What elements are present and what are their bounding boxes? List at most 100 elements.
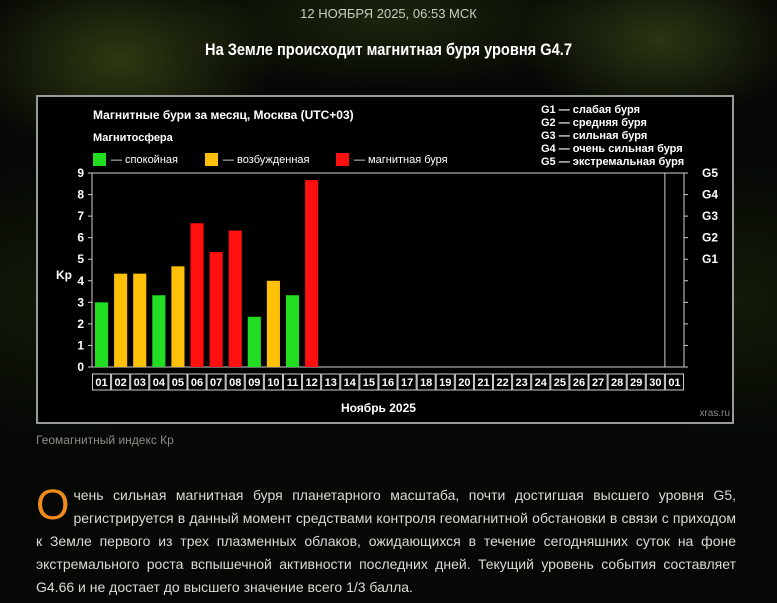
x-axis-label: Ноябрь 2025: [341, 401, 416, 415]
kp-bar: [133, 273, 147, 367]
chart-watermark: xras.ru: [699, 408, 730, 419]
plot-frame: [91, 172, 685, 368]
y-tick-label: 7: [77, 209, 84, 223]
x-tick-box: [92, 373, 112, 391]
legend-label: — спокойная: [111, 154, 178, 166]
x-tick-box: [435, 373, 455, 391]
x-tick-label: 29: [630, 377, 642, 389]
x-tick-label: 25: [554, 377, 566, 389]
y-tick-label: 8: [77, 188, 84, 202]
g-axis-label: G4: [702, 188, 718, 202]
y-tick-label: 9: [77, 166, 84, 180]
x-tick-box: [168, 373, 188, 391]
x-tick-box: [473, 373, 494, 391]
x-tick-label: 05: [172, 377, 184, 389]
kp-bar: [247, 316, 261, 367]
x-tick-box: [149, 373, 169, 391]
x-tick-label: 09: [248, 377, 260, 389]
legend-swatch: [93, 153, 106, 166]
x-tick-box: [111, 373, 131, 391]
publication-date: 12 НОЯБРЯ 2025, 06:53 МСК: [300, 6, 477, 21]
storm-level-label: G5 — экстремальная буря: [541, 156, 684, 168]
x-tick-box: [340, 373, 360, 391]
x-tick-label: 18: [420, 377, 432, 389]
x-tick-label: 24: [535, 377, 548, 389]
x-tick-box: [512, 373, 532, 391]
x-tick-label: 23: [516, 377, 528, 389]
x-tick-label: 03: [134, 377, 146, 389]
x-tick-label: 01: [668, 377, 680, 389]
y-tick-label: 0: [77, 360, 84, 374]
x-tick-label: 26: [573, 377, 585, 389]
x-tick-box: [493, 373, 513, 391]
x-tick-box: [416, 373, 436, 391]
kp-bar: [209, 252, 223, 367]
kp-bar: [152, 295, 166, 367]
storm-level-label: G1 — слабая буря: [541, 104, 640, 116]
x-tick-label: 02: [115, 377, 127, 389]
x-tick-box: [263, 373, 283, 391]
article-text: чень сильная магнитная буря планетарного…: [36, 487, 736, 595]
storm-level-label: G4 — очень сильная буря: [541, 143, 683, 155]
x-tick-label: 12: [305, 377, 317, 389]
kp-chart: Магнитные бури за месяц, Москва (UTC+03)…: [36, 95, 734, 424]
x-tick-label: 30: [649, 377, 661, 389]
chart-title: Магнитные бури за месяц, Москва (UTC+03): [93, 108, 354, 122]
storm-level-label: G2 — средняя буря: [541, 117, 647, 129]
legend-swatch: [205, 153, 218, 166]
drop-cap: О: [36, 481, 70, 529]
x-tick-label: 17: [401, 377, 413, 389]
kp-chart-svg: Магнитные бури за месяц, Москва (UTC+03)…: [56, 104, 730, 419]
x-tick-box: [225, 373, 245, 391]
x-tick-label: 11: [287, 377, 299, 389]
x-tick-label: 21: [477, 377, 489, 389]
x-tick-label: 08: [229, 377, 241, 389]
x-tick-box: [206, 373, 226, 391]
x-tick-box: [244, 373, 264, 391]
x-tick-label: 20: [458, 377, 470, 389]
kp-bar: [171, 266, 185, 367]
x-tick-label: 10: [267, 377, 279, 389]
page-title: На Земле происходит магнитная буря уровн…: [205, 40, 572, 59]
x-tick-box: [282, 373, 303, 391]
x-tick-label: 13: [325, 377, 337, 389]
x-tick-label: 06: [191, 377, 203, 389]
x-tick-label: 15: [363, 377, 375, 389]
x-tick-box: [397, 373, 417, 391]
x-tick-box: [626, 373, 646, 391]
x-tick-label: 16: [382, 377, 394, 389]
g-axis-label: G3: [702, 209, 718, 223]
y-tick-label: 3: [77, 295, 84, 309]
x-tick-box: [321, 373, 341, 391]
kp-bar: [305, 180, 319, 367]
x-tick-label: 22: [496, 377, 508, 389]
legend-swatch: [336, 153, 349, 166]
kp-bar: [228, 230, 242, 367]
kp-bar: [285, 295, 300, 367]
kp-bar: [114, 273, 128, 367]
x-tick-box: [531, 373, 551, 391]
kp-bar: [190, 223, 204, 367]
x-tick-box: [664, 373, 684, 391]
storm-level-label: G3 — сильная буря: [541, 130, 647, 142]
y-tick-label: 4: [77, 274, 84, 288]
chart-caption: Геомагнитный индекс Кр: [36, 433, 174, 447]
x-tick-label: 19: [439, 377, 451, 389]
y-tick-label: 2: [77, 317, 84, 331]
g-axis-label: G1: [702, 252, 718, 266]
x-tick-box: [454, 373, 474, 391]
y-tick-label: 5: [77, 252, 84, 266]
x-tick-label: 27: [592, 377, 604, 389]
y-tick-label: 1: [77, 338, 84, 352]
y-tick-label: 6: [77, 231, 84, 245]
x-tick-box: [187, 373, 207, 391]
legend-title: Магнитосфера: [93, 132, 174, 144]
x-tick-box: [302, 373, 322, 391]
x-tick-box: [645, 373, 665, 391]
legend-label: — возбужденная: [223, 154, 310, 166]
x-tick-box: [569, 373, 589, 391]
y-axis-label: Kp: [56, 268, 72, 282]
x-tick-label: 28: [611, 377, 623, 389]
g-axis-label: G2: [702, 231, 718, 245]
